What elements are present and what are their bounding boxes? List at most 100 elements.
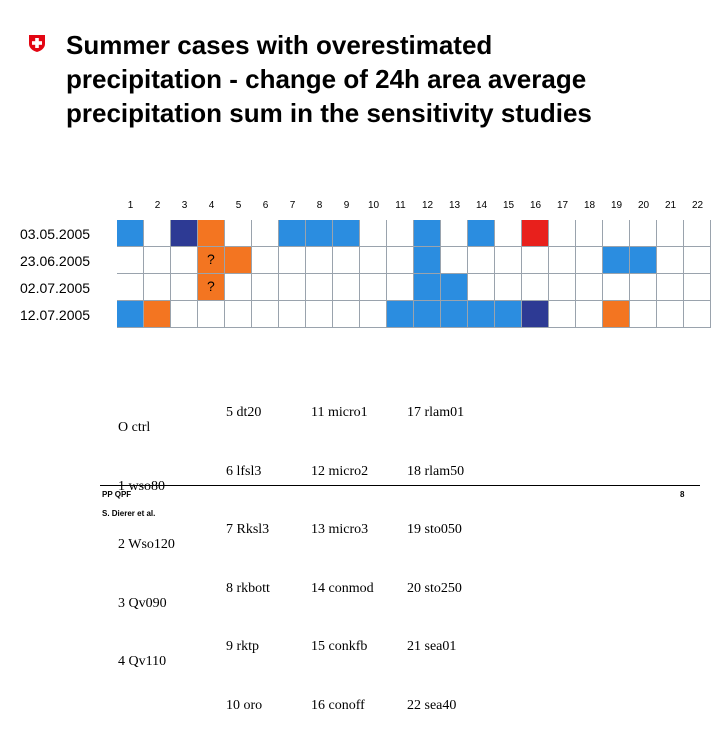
grid-cell <box>468 301 495 328</box>
column-header: 3 <box>181 200 188 211</box>
legend-item: 20 sto250 <box>407 580 462 596</box>
legend-item: 4 Qv110 <box>118 654 167 669</box>
column-header: 21 <box>664 200 677 211</box>
grid-cell <box>144 247 171 274</box>
grid-cell <box>630 301 657 328</box>
grid-cell <box>684 247 711 274</box>
column-header: 22 <box>691 200 704 211</box>
legend-item: 15 conkfb <box>311 639 368 654</box>
grid-cell <box>360 301 387 328</box>
grid-cell <box>252 274 279 301</box>
grid-cell <box>306 247 333 274</box>
grid-cell <box>252 247 279 274</box>
column-header: 16 <box>529 200 542 211</box>
grid-cell <box>684 220 711 247</box>
slide-title: Summer cases with overestimated precipit… <box>66 28 706 130</box>
grid-cell <box>144 301 171 328</box>
column-header: 10 <box>367 200 380 211</box>
column-header: 14 <box>475 200 488 211</box>
grid-cell <box>576 301 603 328</box>
grid-cell <box>360 247 387 274</box>
grid-cell: ? <box>198 247 225 274</box>
column-header: 15 <box>502 200 515 211</box>
grid-cell <box>387 247 414 274</box>
legend-item: 11 micro1 <box>311 405 368 420</box>
grid-cell: ? <box>198 274 225 301</box>
legend-item: 13 micro3 <box>311 522 369 537</box>
grid-cell <box>333 301 360 328</box>
footer-authors: S. Dierer et al. <box>102 509 156 518</box>
grid-cell <box>549 220 576 247</box>
grid-cell <box>333 274 360 301</box>
swiss-flag-icon <box>29 35 45 52</box>
grid-cell <box>225 247 252 274</box>
grid-cell <box>603 274 630 301</box>
column-header: 18 <box>583 200 596 211</box>
column-header: 7 <box>289 200 296 211</box>
legend-item: 5 dt20 <box>226 405 262 420</box>
legend-item: 16 conoff <box>311 697 365 713</box>
grid-cell <box>522 274 549 301</box>
grid-cell <box>576 274 603 301</box>
grid-cell <box>468 220 495 247</box>
column-header: 8 <box>316 200 323 211</box>
grid-cell <box>333 247 360 274</box>
grid-cell <box>468 247 495 274</box>
grid-cell <box>252 220 279 247</box>
grid-cell <box>306 220 333 247</box>
grid-cell <box>441 274 468 301</box>
grid-cell <box>144 274 171 301</box>
footer-project: PP QPF <box>102 490 132 499</box>
legend-item: 6 lfsl3 <box>226 463 262 479</box>
legend-item: 21 sea01 <box>407 639 457 654</box>
grid-cell <box>225 301 252 328</box>
grid-cell <box>576 220 603 247</box>
grid-cell <box>387 301 414 328</box>
grid-cell <box>657 274 684 301</box>
row-label: 02.07.2005 <box>20 280 91 296</box>
grid-cell <box>225 274 252 301</box>
legend-item: 3 Qv090 <box>118 595 167 611</box>
grid-cell <box>360 220 387 247</box>
grid-cell <box>549 247 576 274</box>
legend-item: 9 rktp <box>226 639 260 654</box>
grid-cell <box>549 274 576 301</box>
grid-cell <box>603 301 630 328</box>
row-label: 12.07.2005 <box>20 307 91 323</box>
grid-cell <box>387 220 414 247</box>
grid-cell <box>630 220 657 247</box>
grid-cell <box>603 247 630 274</box>
title-line: precipitation sum in the sensitivity stu… <box>66 98 592 128</box>
grid-cell <box>306 301 333 328</box>
column-header: 11 <box>395 200 406 211</box>
legend-item: 1 wso80 <box>118 478 166 494</box>
grid-cell <box>657 247 684 274</box>
grid-cell <box>360 274 387 301</box>
legend-item: 18 rlam50 <box>407 463 465 479</box>
grid-cell <box>495 301 522 328</box>
grid-cell <box>198 220 225 247</box>
title-line: precipitation - change of 24h area avera… <box>66 64 587 94</box>
grid-cell <box>522 247 549 274</box>
grid-cell <box>279 247 306 274</box>
grid-cell <box>522 301 549 328</box>
legend-item: 7 Rksl3 <box>226 522 270 537</box>
grid-cell <box>630 274 657 301</box>
page-number: 8 <box>680 490 685 499</box>
column-header: 12 <box>421 200 434 211</box>
column-header: 9 <box>343 200 350 211</box>
legend-column-1: O ctrl 1 wso80 2 Wso120 3 Qv090 4 Qv110 <box>118 379 175 691</box>
column-header: 20 <box>637 200 650 211</box>
column-header: 5 <box>235 200 242 211</box>
footer-divider <box>100 485 700 486</box>
grid-cell <box>684 274 711 301</box>
grid-cell <box>468 274 495 301</box>
column-header: 6 <box>262 200 269 211</box>
legend-item: 2 Wso120 <box>118 537 175 552</box>
grid-cell <box>225 220 252 247</box>
legend-column-3: 11 micro1 12 micro2 13 micro3 14 conmod … <box>311 364 374 735</box>
grid-cell <box>171 247 198 274</box>
legend-item: 10 oro <box>226 697 263 713</box>
grid-cell <box>495 220 522 247</box>
column-header: 2 <box>154 200 161 211</box>
